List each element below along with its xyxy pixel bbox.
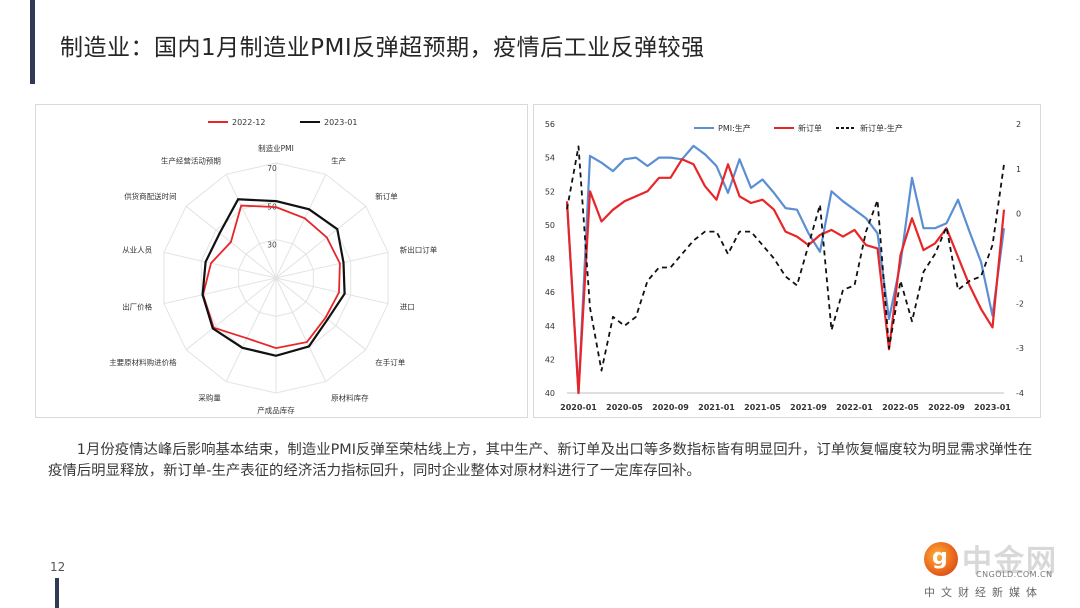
y-right-tick-label: 0 [1016, 210, 1021, 219]
page-number: 12 [50, 560, 66, 574]
radar-chart: 305070制造业PMI生产新订单新出口订单进口在手订单原材料库存产成品库存采购… [109, 118, 438, 415]
y-right-tick-label: -1 [1016, 255, 1024, 264]
radar-spoke [185, 277, 277, 351]
x-tick-label: 2020-01 [560, 403, 597, 412]
radar-ring-label: 70 [267, 164, 277, 173]
radar-category-label: 新出口订单 [400, 245, 438, 255]
radar-category-label: 生产 [331, 156, 346, 166]
radar-category-label: 进口 [400, 302, 415, 311]
radar-category-label: 制造业PMI [258, 143, 294, 153]
radar-category-label: 出厂价格 [122, 301, 152, 311]
title-accent-bar [30, 0, 35, 84]
y-right-tick-label: 1 [1016, 165, 1021, 174]
legend-label: 新订单-生产 [860, 123, 903, 133]
y-left-tick-label: 56 [545, 120, 555, 129]
radar-category-label: 新订单 [375, 191, 398, 201]
body-paragraph: 1月份疫情达峰后影响基本结束，制造业PMI反弹至荣枯线上方，其中生产、新订单及出… [48, 442, 1033, 479]
x-tick-label: 2022-09 [928, 403, 965, 412]
y-left-tick-label: 46 [545, 288, 555, 297]
x-tick-label: 2022-01 [836, 403, 873, 412]
x-tick-label: 2020-05 [606, 403, 643, 412]
radar-spoke [275, 277, 367, 351]
legend-label: 2022-12 [232, 118, 265, 127]
radar-category-label: 产成品库存 [257, 405, 295, 415]
y-right-tick-label: 2 [1016, 120, 1021, 129]
radar-spoke [225, 174, 277, 279]
radar-spoke [163, 277, 277, 305]
radar-chart-panel: 30 50 70 制造业PMI 生产 新订单 新出口订单 进口 在手订单 原材料库存 产成品库存 采购… [35, 104, 528, 418]
x-tick-label: 2021-01 [698, 403, 735, 412]
radar-series-2022-12 [202, 204, 341, 350]
x-tick-label: 2021-09 [790, 403, 827, 412]
radar-category-label: 从业人员 [122, 245, 152, 255]
x-tick-label: 2022-05 [882, 403, 919, 412]
y-left-tick-label: 40 [545, 389, 555, 398]
radar-spoke [275, 277, 389, 305]
radar-category-label: 在手订单 [375, 357, 405, 367]
y-left-tick-label: 54 [545, 154, 555, 163]
y-right-tick-label: -4 [1016, 389, 1024, 398]
line-chart: 40 42 44 46 48 50 52 54 56 -4 -3 -2 -1 0 1 2 2020-01 2020… [545, 120, 1024, 412]
radar-category-label: 采购量 [198, 392, 221, 402]
radar-category-label: 主要原材料购进价格 [109, 357, 177, 367]
radar-spoke [225, 277, 277, 382]
logo-name: 中金网 [962, 544, 1058, 579]
radar-spoke [275, 251, 389, 279]
radar-spoke [163, 251, 277, 279]
radar-ring-label: 30 [267, 241, 277, 250]
logo-tagline: 中文财经新媒体 [924, 586, 1043, 599]
brand-logo: g 中金网 CNGOLD.COM.CN 中文财经新媒体 [918, 534, 1078, 604]
radar-category-label: 供货商配送时间 [124, 191, 177, 201]
legend-label: 新订单 [798, 123, 822, 133]
logo-mark-icon: g [924, 542, 958, 576]
y-right-tick-label: -2 [1016, 299, 1024, 308]
x-tick-label: 2023-01 [974, 403, 1011, 412]
y-right-tick-label: -3 [1016, 344, 1024, 353]
line-series-新订单-生产 [566, 145, 1005, 372]
line-chart-panel: 40 42 44 46 48 50 52 54 56 -4 -3 -2 -1 0 1 2 2020-01 2020… [533, 104, 1041, 418]
radar-spoke [275, 277, 327, 382]
page-title: 制造业：国内1月制造业PMI反弹超预期，疫情后工业反弹较强 [60, 35, 705, 61]
y-left-tick-label: 44 [545, 322, 555, 331]
radar-spoke [275, 205, 367, 279]
y-left-tick-label: 50 [545, 221, 555, 230]
footer-accent-bar [55, 578, 59, 608]
y-left-tick-label: 42 [545, 355, 555, 364]
y-left-tick-label: 48 [545, 255, 555, 264]
line-series-PMI:生产 [565, 144, 1006, 395]
logo-url: CNGOLD.COM.CN [976, 570, 1053, 579]
radar-category-label: 生产经营活动预期 [161, 156, 221, 166]
legend-label: 2023-01 [324, 118, 357, 127]
x-tick-label: 2020-09 [652, 403, 689, 412]
line-series-新订单 [565, 158, 1006, 395]
radar-spoke [275, 174, 327, 279]
radar-series-2023-01 [201, 198, 346, 357]
radar-category-label: 原材料库存 [331, 392, 369, 402]
logo-mark: g [932, 545, 948, 570]
x-tick-label: 2021-05 [744, 403, 781, 412]
y-left-tick-label: 52 [545, 187, 555, 196]
legend-label: PMI:生产 [718, 123, 751, 133]
